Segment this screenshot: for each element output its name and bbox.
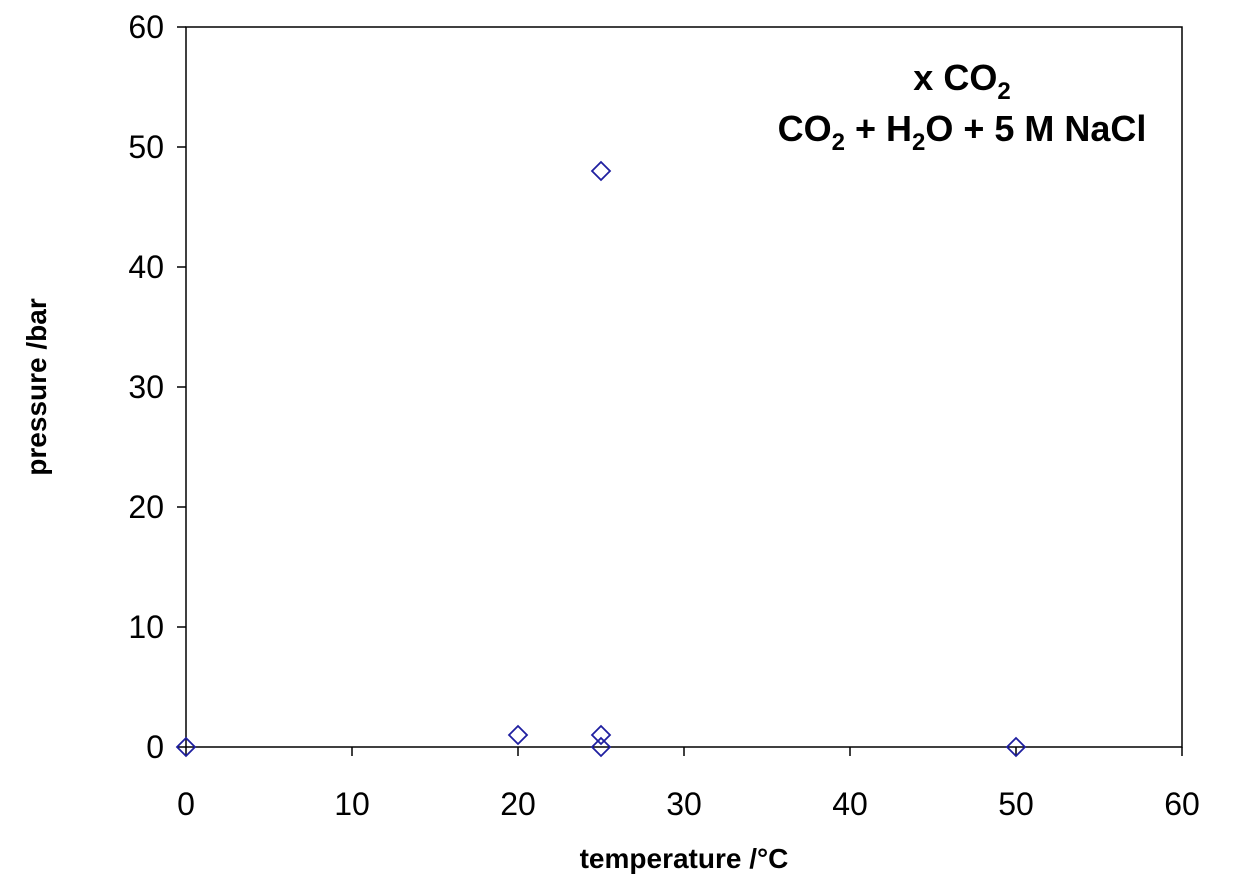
y-tick-label: 30	[128, 369, 164, 405]
chart-annotation-line-1: x CO2	[913, 57, 1010, 105]
data-point	[590, 160, 612, 182]
x-axis-ticks: 0 10 20 30 40 50 60	[177, 747, 1200, 822]
plot-area	[185, 26, 1183, 748]
y-tick-label: 0	[146, 729, 164, 765]
x-tick-label: 50	[998, 786, 1034, 822]
x-tick-label: 10	[334, 786, 370, 822]
data-point	[590, 736, 612, 758]
data-point	[590, 724, 612, 746]
y-tick-label: 50	[128, 129, 164, 165]
data-point	[1005, 736, 1027, 758]
data-points	[175, 160, 1027, 758]
x-axis-title: temperature /°C	[580, 843, 789, 874]
data-point	[175, 736, 197, 758]
x-tick-label: 60	[1164, 786, 1200, 822]
x-tick-label: 0	[177, 786, 195, 822]
y-tick-label: 20	[128, 489, 164, 525]
chart-annotation-line-2: CO2 + H2O + 5 M NaCl	[778, 108, 1147, 156]
data-point	[507, 724, 529, 746]
y-axis-title: pressure /bar	[21, 298, 52, 476]
y-axis-ticks: 0 10 20 30 40 50 60	[128, 9, 186, 765]
x-tick-label: 40	[832, 786, 868, 822]
x-tick-label: 30	[666, 786, 702, 822]
y-tick-label: 10	[128, 609, 164, 645]
x-tick-label: 20	[500, 786, 536, 822]
y-tick-label: 60	[128, 9, 164, 45]
y-tick-label: 40	[128, 249, 164, 285]
